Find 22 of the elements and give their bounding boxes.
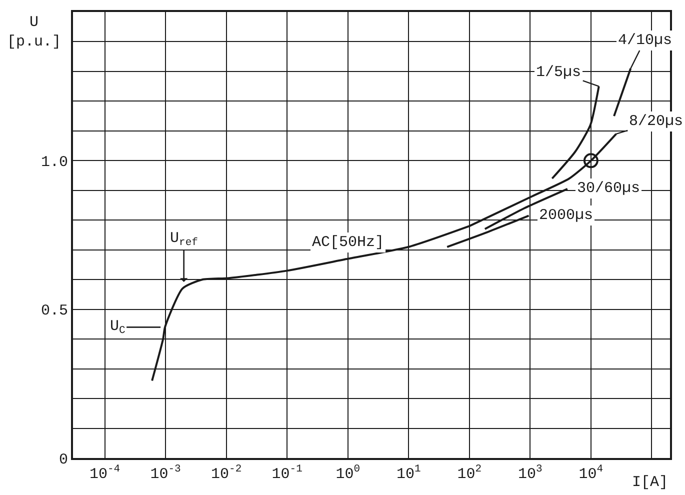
x-tick-label: 10$^{1}$ [396, 464, 421, 483]
y-tick-label: 0 [58, 451, 68, 468]
series-label: 2000µs [539, 207, 594, 224]
y-tick-label: 0.5 [40, 302, 68, 320]
series-label: 30/60µs [577, 180, 640, 197]
series-label: AC[50Hz] [312, 234, 384, 251]
x-tick-label: 10$^{0}$ [336, 464, 360, 483]
x-tick-label: 10$^{-3}$ [150, 464, 181, 483]
series-label: 1/5µs [536, 64, 582, 81]
x-tick-label: 10$^{4}$ [578, 464, 604, 483]
x-axis-title: I[A] [632, 474, 668, 491]
x-tick-label: 10$^{-1}$ [272, 464, 302, 483]
x-tick-label: 10$^{-4}$ [89, 464, 120, 483]
annotation: U$_{ref}$ [170, 230, 198, 250]
y-axis-title: U [p.u.] [7, 14, 62, 50]
x-tick-label: 10$^{-2}$ [211, 464, 242, 483]
annotation: U$_{C}$ [110, 318, 126, 338]
series-label: 8/20µs [629, 113, 684, 130]
y-tick-label: 1.0 [40, 154, 68, 171]
x-tick-label: 10$^{3}$ [518, 464, 542, 483]
series-label: 4/10µs [618, 32, 672, 49]
x-tick-label: 10$^{2}$ [457, 464, 482, 483]
